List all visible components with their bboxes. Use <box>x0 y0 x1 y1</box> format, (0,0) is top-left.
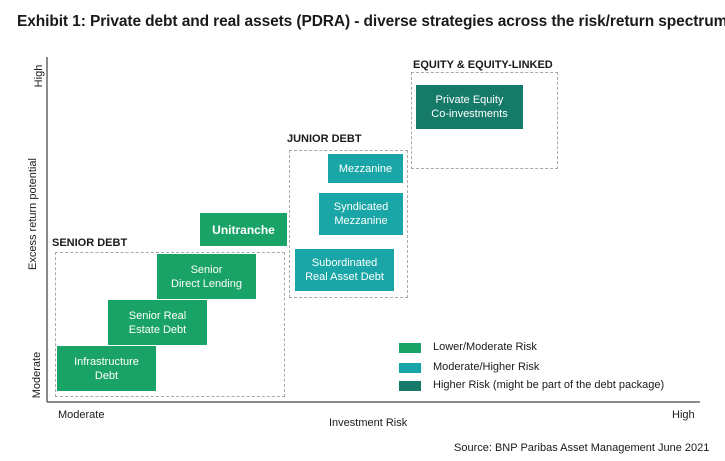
senior-real-estate-debt-box: Senior Real Estate Debt <box>108 300 207 345</box>
x-axis-title: Investment Risk <box>329 417 408 429</box>
equity-label: EQUITY & EQUITY-LINKED <box>413 59 553 71</box>
y-axis-high-label: High <box>33 64 45 88</box>
mezzanine-box: Mezzanine <box>328 154 403 183</box>
source-note: Source: BNP Paribas Asset Management Jun… <box>454 442 710 454</box>
y-axis-title: Excess return potential <box>27 158 39 270</box>
senior-direct-lending-box: Senior Direct Lending <box>157 254 256 299</box>
legend-label-moderate-higher: Moderate/Higher Risk <box>433 361 540 373</box>
unitranche-box: Unitranche <box>200 213 287 246</box>
subordinated-real-asset-debt-box: Subordinated Real Asset Debt <box>295 249 394 291</box>
x-axis-low-label: Moderate <box>58 409 105 421</box>
legend-swatch-moderate-higher <box>399 363 421 373</box>
legend-label-higher: Higher Risk (might be part of the debt p… <box>433 379 665 391</box>
equity-group-box <box>411 72 558 169</box>
private-equity-coinvestments-box: Private Equity Co-investments <box>416 85 523 129</box>
junior-debt-group-box <box>289 150 408 298</box>
senior-debt-group-box <box>55 252 285 397</box>
legend-label-lower-moderate: Lower/Moderate Risk <box>433 341 537 353</box>
senior-debt-label: SENIOR DEBT <box>52 237 128 249</box>
y-axis-low-label: Moderate <box>31 351 43 399</box>
legend-swatch-lower-moderate <box>399 343 421 353</box>
syndicated-mezzanine-box: Syndicated Mezzanine <box>319 193 403 235</box>
legend-swatch-higher <box>399 381 421 391</box>
infrastructure-debt-box: Infrastructure Debt <box>57 346 156 391</box>
junior-debt-label: JUNIOR DEBT <box>287 133 362 145</box>
chart-title: Exhibit 1: Private debt and real assets … <box>17 13 725 30</box>
x-axis-high-label: High <box>672 409 695 421</box>
